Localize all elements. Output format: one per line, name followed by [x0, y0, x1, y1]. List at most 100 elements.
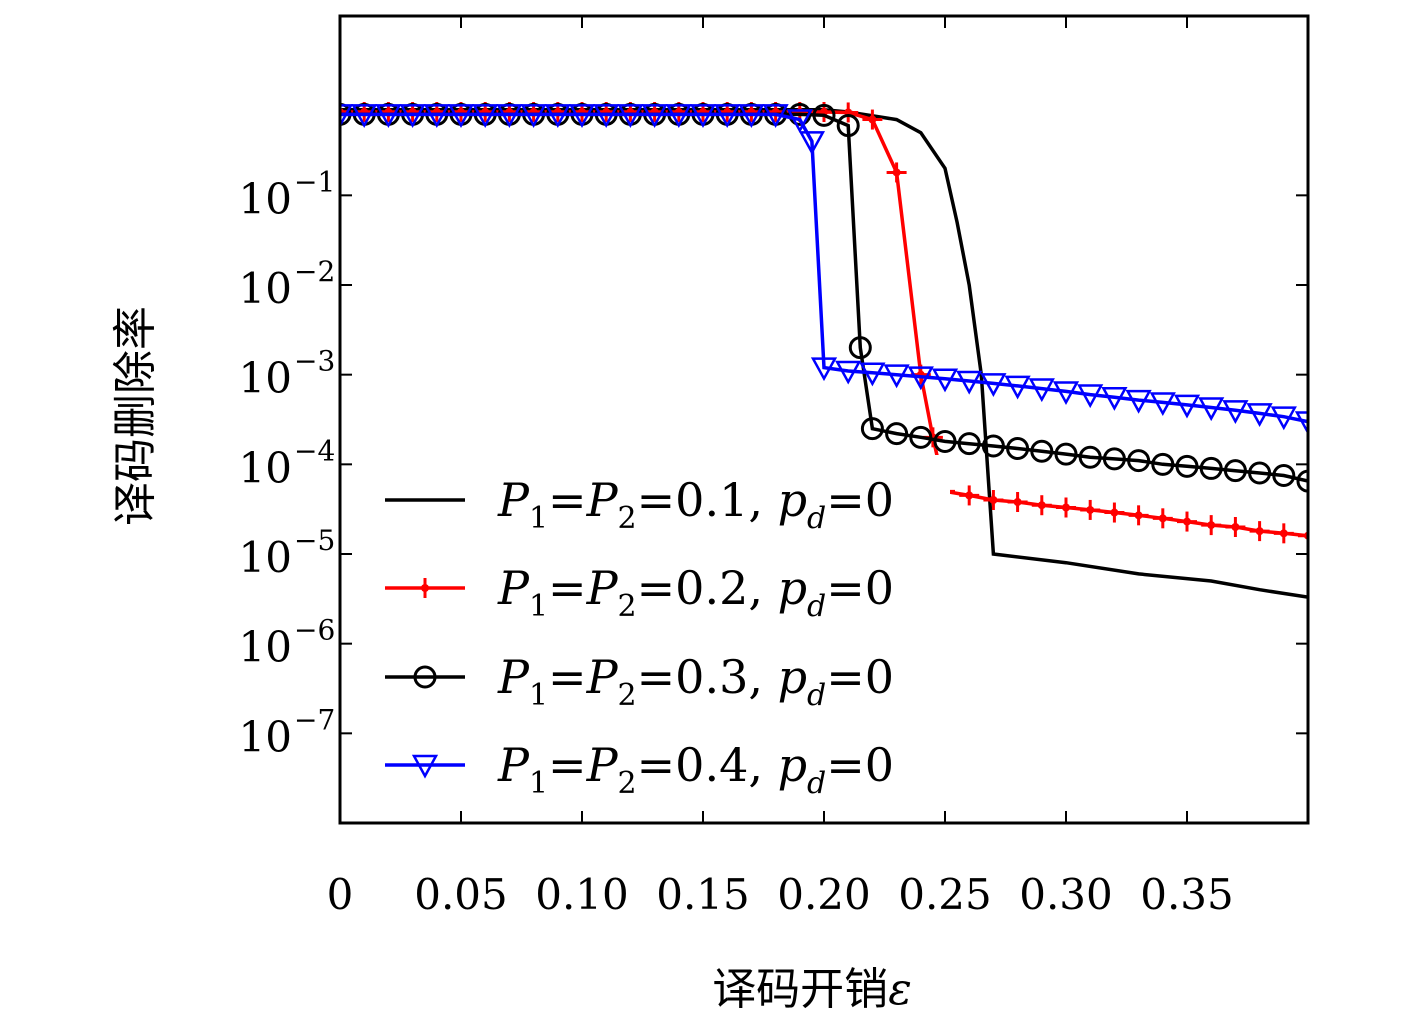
plus-marker-dot	[989, 496, 998, 505]
circle-marker	[1296, 469, 1308, 493]
circle-marker	[812, 103, 836, 127]
triangle-marker	[1294, 411, 1308, 436]
triangle-marker	[1028, 378, 1055, 403]
legend-label: P1=P2=0.1, pd=0	[497, 473, 894, 536]
y-tick-exponent: −2	[294, 255, 335, 288]
triangle-marker	[1077, 384, 1104, 409]
plus-marker-dot	[892, 168, 901, 177]
triangle-marker	[1004, 375, 1031, 400]
y-tick-exponent: −3	[294, 345, 335, 378]
series-1	[340, 108, 1308, 599]
circle-marker	[933, 429, 957, 453]
circle-marker	[885, 422, 909, 446]
triangle-marker	[1149, 392, 1176, 417]
series-layer	[340, 101, 1308, 599]
plus-marker-dot	[1086, 505, 1095, 514]
y-tick-label: 10	[239, 533, 292, 582]
triangle-marker	[544, 104, 571, 128]
triangle-marker	[931, 368, 959, 393]
triangle-marker	[810, 357, 838, 382]
x-tick-label: 0.30	[1019, 870, 1113, 919]
triangle-marker	[980, 373, 1007, 397]
legend-label: P1=P2=0.3, pd=0	[497, 650, 894, 713]
x-tick-label: 0.15	[656, 870, 750, 919]
x-tick-label: 0.05	[414, 870, 508, 919]
plus-marker-dot	[1013, 498, 1022, 507]
x-tick-label: 0.10	[535, 870, 629, 919]
plus-marker-dot	[1037, 501, 1046, 510]
plus-marker-dot	[1158, 514, 1167, 523]
triangle-marker	[665, 104, 692, 128]
series-3	[340, 102, 1308, 493]
plus-marker-dot	[1279, 529, 1288, 538]
triangle-marker	[1173, 394, 1201, 419]
series-line	[340, 112, 1308, 483]
y-tick-label: 10	[239, 264, 292, 313]
legend-item: P1=P2=0.2, pd=0	[385, 561, 894, 624]
triangle-marker	[1052, 381, 1080, 406]
triangle-marker	[351, 104, 378, 128]
circle-marker	[1272, 464, 1296, 488]
y-tick-label: 10	[239, 623, 292, 672]
circle-marker	[981, 434, 1005, 458]
plus-marker-dot	[1134, 511, 1143, 520]
legend: P1=P2=0.1, pd=0 P1=P2=0.2, pd=0 P1=P2=0.3,…	[370, 455, 950, 805]
triangle-marker	[883, 364, 910, 389]
triangle-marker	[496, 104, 523, 128]
circle-marker	[1223, 459, 1247, 483]
plus-marker-dot	[1231, 523, 1240, 532]
x-tick-label: 0	[327, 870, 354, 919]
circle-marker	[1175, 454, 1199, 478]
triangle-marker	[617, 104, 644, 128]
triangle-marker	[1270, 406, 1297, 431]
circle-marker	[848, 336, 872, 360]
circle-marker	[1248, 461, 1272, 485]
triangle-marker	[568, 104, 596, 128]
y-tick-label: 10	[239, 712, 292, 761]
triangle-marker	[1246, 403, 1273, 427]
triangle-marker	[411, 754, 439, 779]
y-tick-label: 10	[239, 174, 292, 223]
circle-marker	[413, 665, 437, 689]
plus-marker-dot	[1110, 508, 1119, 517]
circle-marker	[1151, 452, 1175, 476]
triangle-marker	[375, 104, 402, 128]
triangle-marker	[1198, 397, 1225, 422]
legend-label: P1=P2=0.4, pd=0	[497, 738, 894, 801]
triangle-marker	[689, 104, 717, 128]
legend-background	[370, 455, 950, 805]
series-4	[340, 104, 1308, 436]
x-axis-symbol: ε	[888, 964, 912, 1015]
plus-marker-dot	[868, 115, 877, 124]
x-axis-title-text: 译码开销	[712, 964, 888, 1015]
circle-marker	[836, 114, 860, 138]
circle-marker	[1102, 447, 1126, 471]
triangle-marker	[447, 104, 475, 128]
x-tick-label: 0.35	[1140, 870, 1234, 919]
y-tick-exponent: −6	[294, 614, 335, 647]
y-axis-title: 译码删除率	[110, 306, 161, 526]
triangle-marker	[738, 104, 765, 128]
legend-label: P1=P2=0.2, pd=0	[497, 561, 894, 624]
triangle-marker	[762, 104, 789, 128]
triangle-marker	[835, 360, 862, 385]
y-tick-exponent: −5	[294, 524, 335, 557]
circle-marker	[1006, 437, 1030, 461]
triangle-marker	[859, 362, 886, 387]
x-tick-label: 0.20	[777, 870, 871, 919]
plus-marker-dot	[1207, 521, 1216, 530]
triangle-marker	[340, 104, 354, 128]
series-line	[340, 108, 1308, 599]
plus-marker-dot	[421, 584, 429, 592]
plus-marker-dot	[965, 491, 974, 500]
circle-marker	[1127, 449, 1151, 473]
legend-item: P1=P2=0.1, pd=0	[385, 473, 894, 536]
triangle-marker	[593, 104, 620, 128]
triangle-marker	[520, 104, 547, 128]
triangle-marker	[1125, 389, 1152, 414]
series-line	[340, 112, 1308, 424]
plus-marker-dot	[1062, 503, 1070, 512]
y-tick-label: 10	[239, 443, 292, 492]
